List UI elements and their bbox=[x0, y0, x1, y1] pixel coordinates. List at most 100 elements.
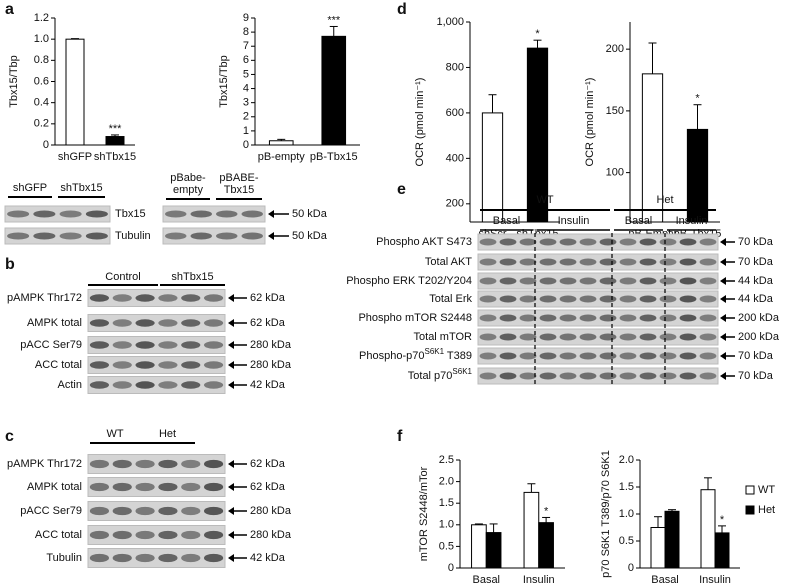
blot-band bbox=[499, 333, 517, 341]
y-tick-label: 2.0 bbox=[439, 476, 454, 488]
blot-band bbox=[89, 482, 110, 492]
blot-band bbox=[190, 232, 212, 240]
blot-band bbox=[135, 553, 155, 563]
row-label-text: Phospho-p70 bbox=[359, 350, 424, 362]
y-tick-label: 0 bbox=[448, 562, 454, 574]
blot-band bbox=[659, 333, 677, 341]
blot-band bbox=[112, 294, 132, 302]
group-label: Het bbox=[159, 428, 176, 440]
legend-label: WT bbox=[758, 484, 775, 496]
blot-band bbox=[679, 372, 697, 380]
row-label-text: AMPK total bbox=[27, 317, 82, 329]
blot-band bbox=[203, 482, 224, 492]
blot-band bbox=[679, 277, 697, 285]
blot-band bbox=[165, 210, 187, 218]
significance: * bbox=[544, 505, 549, 517]
blot-band bbox=[519, 352, 537, 360]
y-tick-label: 800 bbox=[446, 61, 464, 73]
arrow-head bbox=[228, 554, 234, 562]
blot-band bbox=[241, 232, 263, 240]
y-tick-label: 200 bbox=[606, 43, 624, 55]
bar bbox=[714, 532, 730, 569]
blot-band bbox=[579, 295, 597, 303]
blot-band bbox=[33, 210, 56, 218]
blot-strip bbox=[4, 205, 111, 223]
blot-band bbox=[659, 314, 677, 322]
blot-band bbox=[639, 314, 657, 322]
blot-band bbox=[679, 295, 697, 303]
blot-band bbox=[158, 482, 178, 492]
arrow-head bbox=[720, 333, 726, 341]
row-label-text: Tbx15 bbox=[115, 208, 146, 220]
row-label: Phospho ERK T202/Y204 bbox=[346, 275, 472, 287]
blot-band bbox=[539, 314, 557, 322]
y-tick-label: 1.0 bbox=[439, 519, 454, 531]
blot-band bbox=[203, 381, 224, 389]
blot-band bbox=[639, 352, 657, 360]
y-tick-label: 150 bbox=[606, 105, 624, 117]
row-label: Phospho AKT S473 bbox=[376, 236, 472, 248]
row-label: Total mTOR bbox=[414, 331, 473, 343]
kda-label: 280 kDa bbox=[250, 359, 292, 371]
bar bbox=[641, 73, 664, 223]
row-label-text: Phospho ERK T202/Y204 bbox=[346, 275, 472, 287]
y-tick-label: 6 bbox=[243, 54, 249, 66]
arrow-head bbox=[268, 210, 274, 218]
blot-band bbox=[559, 333, 577, 341]
blot-band bbox=[699, 314, 717, 322]
group-label: Het bbox=[656, 194, 673, 206]
blot-band bbox=[135, 381, 155, 389]
row-label: Tbx15 bbox=[115, 208, 146, 220]
arrow-head bbox=[228, 507, 234, 515]
blot-band bbox=[659, 295, 677, 303]
blot-band bbox=[519, 295, 537, 303]
bar bbox=[471, 524, 487, 569]
kda-label: 50 kDa bbox=[292, 230, 328, 242]
row-label-text: pACC Ser79 bbox=[20, 505, 82, 517]
blot-band bbox=[579, 372, 597, 380]
blot-band bbox=[539, 372, 557, 380]
blot-strip bbox=[477, 309, 719, 327]
blot-band bbox=[639, 295, 657, 303]
blot-band bbox=[181, 459, 201, 469]
row-label: pAMPK Thr172 bbox=[7, 458, 82, 470]
blot-band bbox=[699, 333, 717, 341]
blot-band bbox=[158, 294, 178, 302]
blot-band bbox=[33, 232, 56, 240]
row-label-text: AMPK total bbox=[27, 481, 82, 493]
row-label: pACC Ser79 bbox=[20, 505, 82, 517]
blot-band bbox=[112, 381, 132, 389]
blot-band bbox=[7, 210, 30, 218]
blot-band bbox=[619, 314, 637, 322]
blot-band bbox=[659, 238, 677, 246]
blot-band bbox=[112, 553, 132, 563]
y-tick-label: 3 bbox=[243, 97, 249, 109]
group-label: shTbx15 bbox=[171, 271, 213, 283]
blot-strip bbox=[477, 347, 719, 365]
row-label: pAMPK Thr172 bbox=[7, 292, 82, 304]
row-label-sup: S6K1 bbox=[452, 367, 472, 376]
blot-band bbox=[89, 530, 110, 540]
blot-strip bbox=[87, 289, 226, 307]
group-label: shTbx15 bbox=[60, 182, 102, 194]
blot-band bbox=[89, 294, 110, 302]
blot-strip bbox=[87, 548, 226, 568]
kda-label: 200 kDa bbox=[738, 312, 780, 324]
row-label-text: ACC total bbox=[35, 529, 82, 541]
blot-band bbox=[203, 506, 224, 516]
y-axis-label: OCR (pmol min⁻¹) bbox=[414, 78, 426, 167]
y-tick-label: 2.0 bbox=[619, 454, 634, 466]
blot-band bbox=[112, 506, 132, 516]
row-label-text: Total p70 bbox=[408, 370, 453, 382]
arrow-head bbox=[720, 238, 726, 246]
row-label-text: Tubulin bbox=[115, 230, 151, 242]
blot-band bbox=[599, 352, 617, 360]
blot-band bbox=[89, 319, 110, 327]
kda-label: 50 kDa bbox=[292, 208, 328, 220]
blot-band bbox=[679, 238, 697, 246]
group-label: pBabe- bbox=[170, 172, 206, 184]
row-label: ACC total bbox=[35, 359, 82, 371]
blot-band bbox=[158, 530, 178, 540]
x-tick-label: pB-empty bbox=[258, 151, 306, 163]
group-label: WT bbox=[536, 194, 553, 206]
